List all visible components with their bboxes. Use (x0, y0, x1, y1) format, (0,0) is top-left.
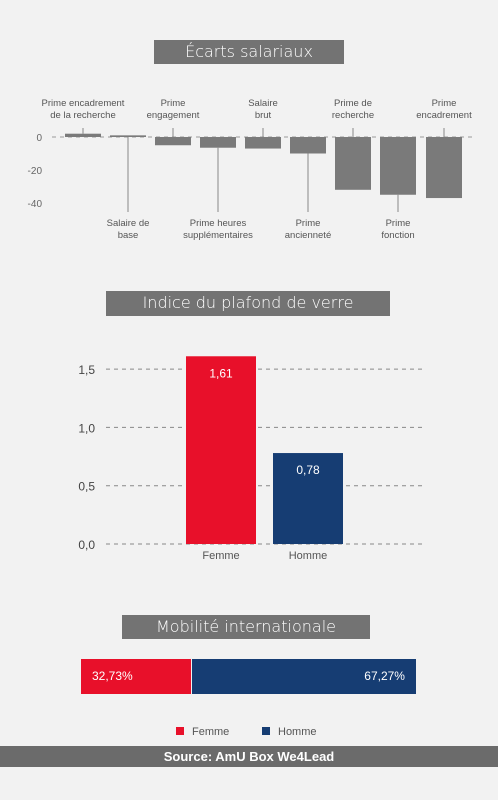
chart1-category-label: Prime de recherche (332, 98, 374, 121)
chart1-category-label: Prime heures supplémentaires (183, 218, 253, 241)
chart1-category-label: Prime encadrement de la recherche (42, 98, 125, 121)
source-banner: Source: AmU Box We4Lead (0, 746, 498, 767)
legend-label-homme: Homme (278, 726, 317, 738)
legend-swatch-homme (262, 727, 270, 735)
chart1-category-label: Prime engagement (147, 98, 200, 121)
chart2-category-label: Homme (289, 550, 328, 562)
chart1-ytick: 0 (36, 133, 42, 144)
chart2-ytick: 1,0 (78, 421, 95, 435)
chart1-bar (110, 135, 146, 137)
legend-swatch-femme (176, 727, 184, 735)
chart1-category-label: Prime ancienneté (285, 218, 331, 241)
chart2-title: Indice du plafond de verre (106, 291, 390, 316)
chart1-bar (380, 137, 416, 195)
chart2-category-label: Femme (202, 550, 239, 562)
chart1-bar (200, 137, 236, 148)
chart2-ytick: 1,5 (78, 363, 95, 377)
chart1-bar (65, 133, 101, 137)
chart2-data-label: 0,78 (296, 463, 320, 477)
chart2-ytick: 0,0 (78, 538, 95, 552)
chart2-data-label: 1,61 (209, 366, 233, 380)
chart1-bar (155, 137, 191, 146)
mobility-label-femme: 32,73% (92, 669, 133, 683)
chart2-bar (273, 453, 343, 544)
chart1-bar (290, 137, 326, 154)
chart1-category-label: Salaire de base (107, 218, 150, 241)
legend-label-femme: Femme (192, 726, 230, 738)
chart2-bar (186, 356, 256, 544)
chart1-bar (335, 137, 371, 190)
chart1-ytick: -20 (28, 166, 43, 177)
mobility-bar-femme: 32,73% (81, 659, 191, 694)
chart1-category-label: Prime encadrement (416, 98, 472, 121)
chart1-ytick: -40 (28, 199, 43, 210)
mobility-label-homme: 67,27% (364, 669, 405, 683)
chart1-bar (245, 137, 281, 149)
chart1-category-label: Salaire brut (248, 98, 278, 121)
chart1-title: Écarts salariaux (154, 40, 344, 64)
chart1-category-label: Prime fonction (381, 218, 414, 241)
mobility-bar-homme: 67,27% (191, 659, 416, 694)
chart2-ytick: 0,5 (78, 480, 95, 494)
legend-item-homme: Homme (262, 726, 317, 738)
chart1-bar (426, 137, 462, 199)
legend-item-femme: Femme (176, 726, 229, 738)
chart3-title: Mobilité internationale (122, 615, 370, 639)
